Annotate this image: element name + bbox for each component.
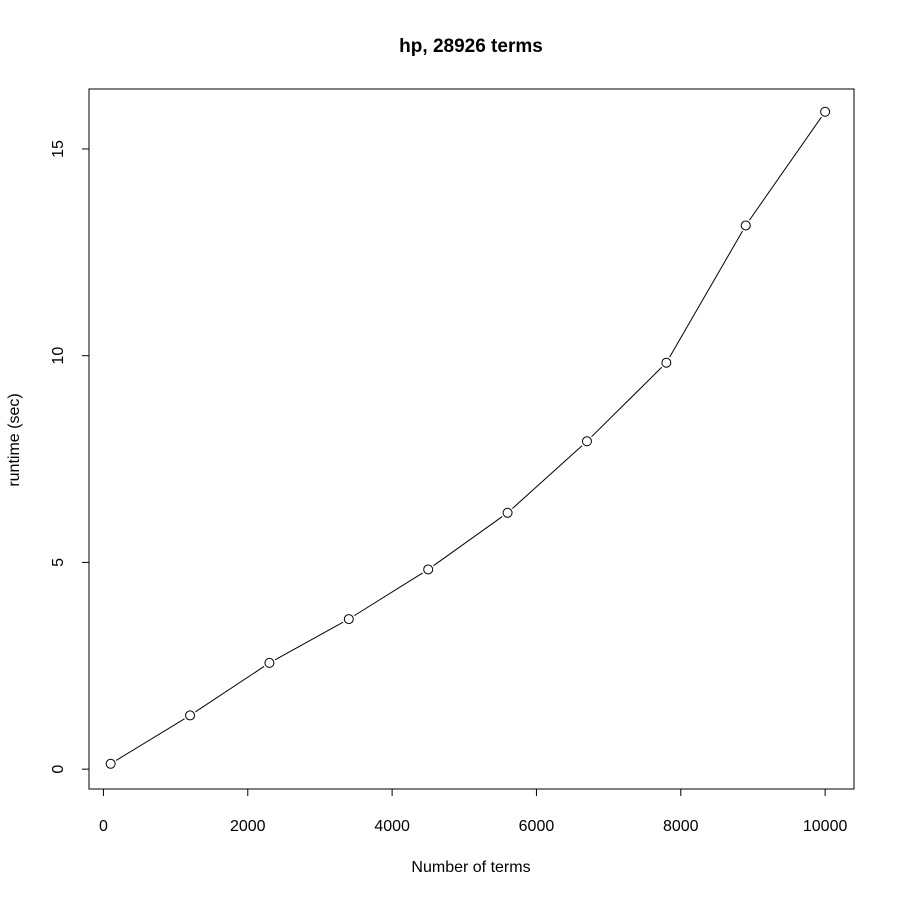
- x-tick-label: 8000: [663, 818, 699, 835]
- series-line-segment: [749, 116, 822, 221]
- series-line-segment: [669, 230, 743, 358]
- data-point: [581, 436, 592, 447]
- series-line-segment: [115, 718, 185, 761]
- x-tick-label: 6000: [519, 818, 555, 835]
- data-point: [343, 614, 354, 625]
- data-point: [502, 507, 513, 518]
- x-axis-label: Number of terms: [411, 859, 530, 876]
- data-point: [423, 564, 434, 575]
- y-axis: 0 5 10 15: [50, 140, 90, 774]
- x-tick-label: 4000: [374, 818, 410, 835]
- data-point: [820, 106, 831, 117]
- data-point: [740, 220, 751, 231]
- y-axis-label: runtime (sec): [6, 393, 23, 486]
- y-tick-label: 15: [50, 140, 67, 158]
- series-line-segment: [354, 572, 423, 617]
- x-tick-label: 10000: [803, 818, 848, 835]
- y-tick-label: 10: [50, 347, 67, 365]
- y-tick-label: 5: [50, 558, 67, 567]
- y-tick-label: 0: [50, 765, 67, 774]
- plot-area: [105, 106, 831, 769]
- x-tick-label: 0: [99, 818, 108, 835]
- series-line-segment: [433, 516, 503, 567]
- series-line-segment: [591, 366, 663, 438]
- data-point: [105, 758, 116, 769]
- series-line-segment: [512, 445, 583, 509]
- data-point: [264, 657, 275, 668]
- series-line-segment: [274, 621, 344, 661]
- data-point: [661, 357, 672, 368]
- x-axis: 0 2000 4000 6000 8000 10000: [99, 788, 848, 835]
- chart-title: hp, 28926 terms: [399, 36, 543, 57]
- data-point: [185, 710, 196, 721]
- series-line-segment: [195, 666, 265, 713]
- x-tick-label: 2000: [230, 818, 266, 835]
- plot-frame: [88, 88, 855, 790]
